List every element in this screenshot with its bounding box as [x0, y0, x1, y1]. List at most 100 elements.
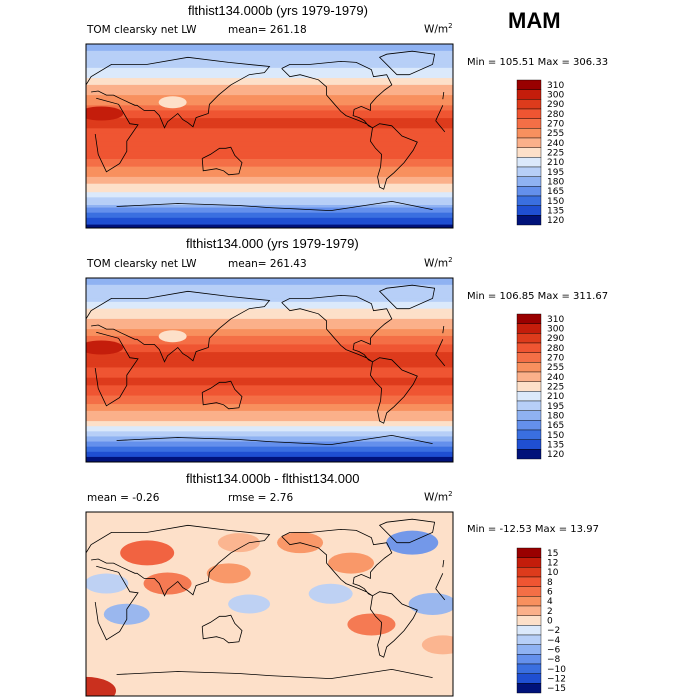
- band-0-9-3: [86, 210, 453, 214]
- colorbar-3-box-1: [516, 557, 542, 568]
- coastline-1-1: [86, 56, 271, 129]
- band-0-3-4: [86, 115, 453, 119]
- band-0-8-4: [86, 197, 453, 201]
- colorbar-2-label-2: 290: [547, 334, 564, 344]
- colorbar-1-label-12: 150: [547, 197, 564, 207]
- band-0-2-2: [86, 91, 453, 96]
- colorbar-3-box-10: [516, 644, 542, 655]
- colorbar-1-label-9: 195: [547, 168, 564, 178]
- band-1-4-5: [86, 367, 453, 371]
- colorbar-2-label-14: 120: [547, 450, 564, 460]
- colorbar-2-label-3: 280: [547, 344, 564, 354]
- band-1-6-0: [86, 385, 453, 389]
- band-0-5-0: [86, 136, 453, 140]
- colorbar-2-box-2: [516, 333, 542, 344]
- band-1-3-3: [86, 347, 453, 351]
- colorbar-3-label-1: 12: [547, 559, 558, 569]
- colorbar-3-box-2: [516, 567, 542, 578]
- band-1-4-0: [86, 354, 453, 358]
- band-1-9-3: [86, 444, 453, 448]
- colorbar-2-label-12: 150: [547, 431, 564, 441]
- band-0-10-1: [86, 219, 453, 222]
- colorbar-2-label-7: 225: [547, 383, 564, 393]
- band-1-10-0: [86, 451, 453, 455]
- colorbar-3-box-6: [516, 605, 542, 616]
- colorbar-1-label-13: 135: [547, 207, 564, 217]
- band-1-0-3: [86, 288, 453, 293]
- band-0-6-5: [86, 164, 453, 168]
- band-1-3-2: [86, 344, 453, 348]
- anomaly-blob-1: [143, 572, 192, 595]
- band-1-5-3: [86, 377, 453, 381]
- colorbar-2-box-9: [516, 400, 542, 411]
- colorbar-3-label-8: −2: [547, 626, 560, 636]
- band-1-0-5: [86, 295, 453, 300]
- colorbar-2-label-5: 255: [547, 363, 564, 373]
- band-1-2-1: [86, 322, 453, 327]
- colorbar-3-label-12: −10: [547, 665, 566, 675]
- band-0-7-4: [86, 180, 453, 185]
- colorbar-1-label-2: 290: [547, 100, 564, 110]
- band-1-0-1: [86, 281, 453, 286]
- band-0-5-2: [86, 141, 453, 145]
- band-1-5-1: [86, 372, 453, 376]
- coastline-5-0: [378, 284, 436, 310]
- band-1-2-2: [86, 325, 453, 330]
- colorbar-3-label-11: −8: [547, 655, 561, 665]
- coastline-1-1: [86, 524, 271, 597]
- coastline-0-2: [435, 588, 446, 601]
- band-0-5-1: [86, 138, 453, 142]
- band-1-9-2: [86, 441, 453, 445]
- anomaly-blob-13: [86, 676, 116, 696]
- band-1-4-3: [86, 362, 453, 366]
- band-0-1-1: [86, 67, 453, 72]
- band-1-3-5: [86, 352, 453, 356]
- colorbar-2-box-10: [516, 410, 542, 421]
- band-0-6-0: [86, 151, 453, 155]
- band-1-6-2: [86, 390, 453, 394]
- band-0-0-3: [86, 54, 453, 59]
- panel1-field-label: TOM clearsky net LW: [87, 24, 197, 36]
- colorbar-2-label-4: 270: [547, 354, 564, 364]
- colorbar-3-box-5: [516, 596, 542, 607]
- colorbar-1-label-11: 165: [547, 187, 564, 197]
- band-1-9-0: [86, 436, 453, 440]
- band-0-4-3: [86, 128, 453, 132]
- map-panel-2: [85, 277, 454, 463]
- panel3-units: W/m2: [424, 490, 453, 504]
- coastline-5-0: [378, 50, 436, 76]
- colorbar-3-label-10: −6: [547, 646, 561, 656]
- band-0-5-4: [86, 146, 453, 150]
- colorbar-1-box-8: [516, 157, 542, 168]
- band-1-10-1: [86, 453, 453, 456]
- colorbar-3-box-11: [516, 654, 542, 665]
- map-frame-1: [85, 43, 454, 229]
- band-0-8-0: [86, 187, 453, 191]
- band-0-6-4: [86, 161, 453, 165]
- colorbar-2-label-0: 310: [547, 315, 564, 325]
- band-1-6-5: [86, 398, 453, 402]
- band-0-9-4: [86, 212, 453, 216]
- coastline-0-1: [94, 97, 139, 173]
- colorbar-1-box-11: [516, 186, 542, 197]
- colorbar-3-label-7: 0: [547, 617, 553, 627]
- colorbar-1-box-7: [516, 147, 542, 158]
- band-0-1-4: [86, 78, 453, 83]
- colorbar-3-box-3: [516, 576, 542, 587]
- band-0-0-2: [86, 50, 453, 55]
- coastline-3-0: [281, 528, 393, 597]
- band-1-7-4: [86, 414, 453, 419]
- band-1-1-1: [86, 301, 453, 306]
- colorbar-2-box-7: [516, 381, 542, 392]
- band-1-7-1: [86, 404, 453, 409]
- band-0-4-4: [86, 130, 453, 135]
- band-1-0-4: [86, 291, 453, 296]
- sahara-patch: [86, 106, 124, 121]
- panel3-minmax: Min = -12.53 Max = 13.97: [467, 524, 599, 535]
- coastline-4-0: [369, 123, 418, 190]
- band-1-10-3: [86, 456, 453, 460]
- coastline-0-0: [435, 339, 444, 355]
- band-1-2-4: [86, 332, 453, 337]
- band-1-1-2: [86, 305, 453, 310]
